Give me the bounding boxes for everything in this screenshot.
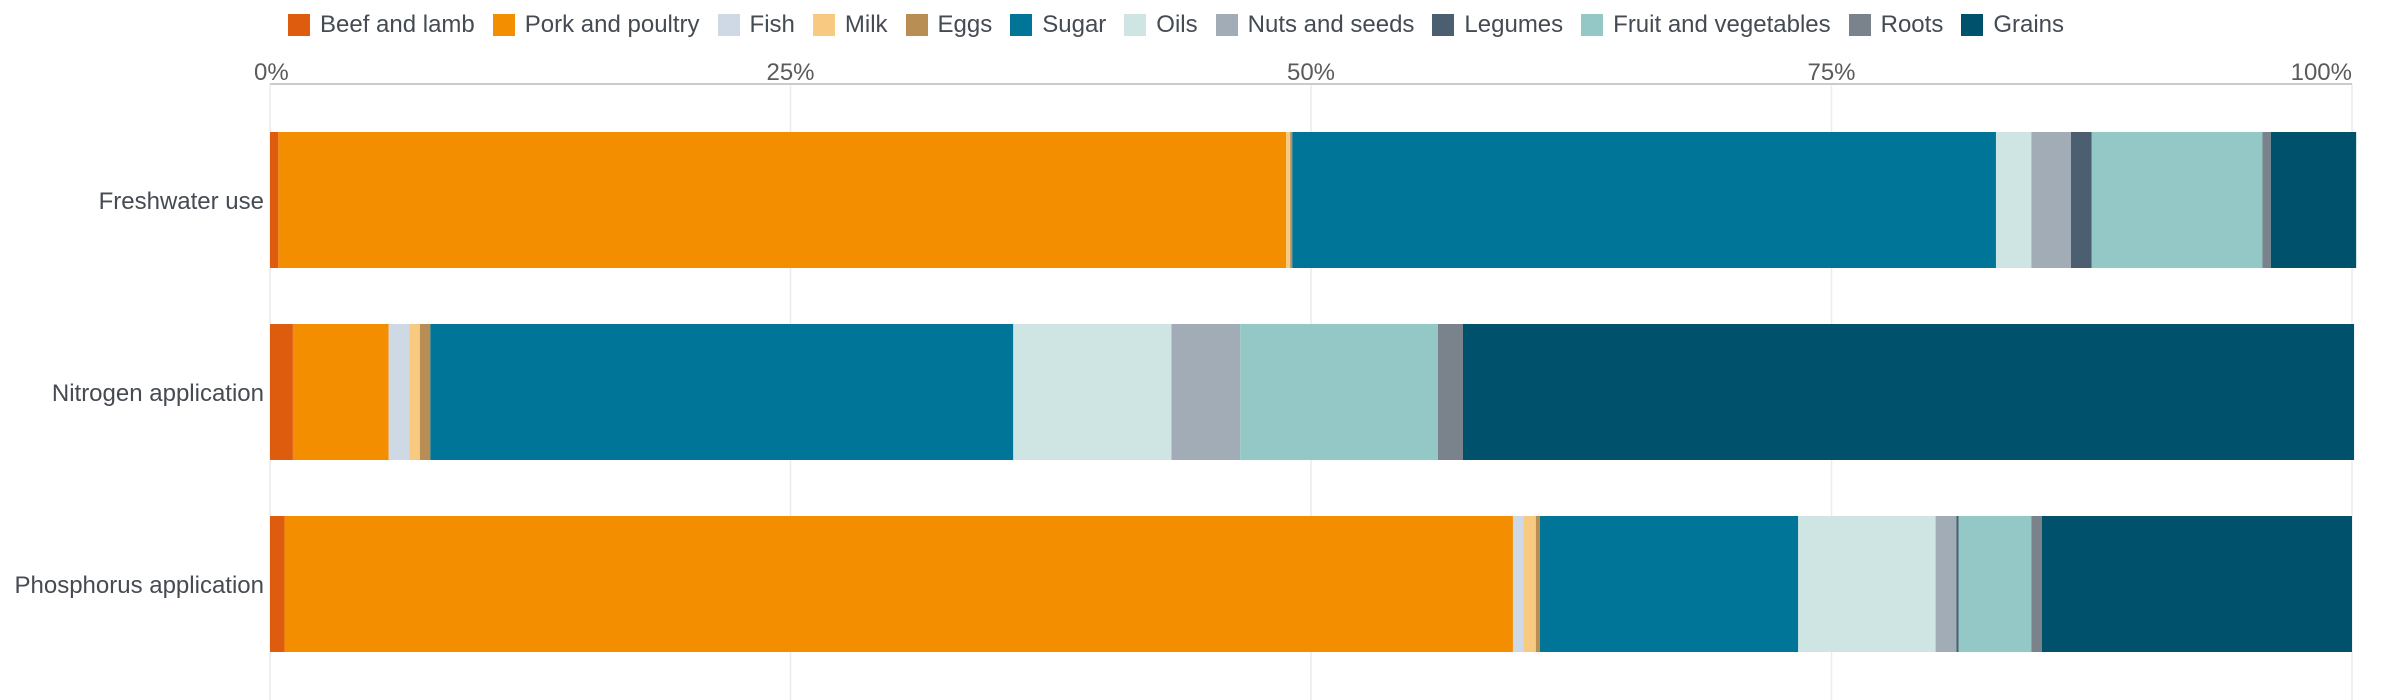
legend-label: Milk bbox=[844, 11, 888, 38]
bar-segment bbox=[1956, 516, 1959, 652]
x-tick-label: 100% bbox=[2291, 59, 2352, 86]
bar-segment bbox=[1535, 516, 1541, 652]
legend-swatch bbox=[492, 14, 515, 36]
bar-segment bbox=[2041, 516, 2352, 652]
legend-label: Fish bbox=[749, 11, 795, 38]
bar-segment bbox=[1292, 132, 1996, 268]
bar-segment bbox=[2070, 132, 2092, 268]
legend-item: Oils bbox=[1124, 11, 1198, 39]
bar-segment bbox=[2262, 132, 2271, 268]
bar-segment bbox=[2270, 132, 2357, 268]
legend-swatch bbox=[288, 14, 310, 36]
bar-segment bbox=[388, 324, 410, 460]
legend-label: Beef and lamb bbox=[320, 11, 475, 38]
legend-item: Grains bbox=[1961, 11, 2064, 39]
legend-item: Fish bbox=[717, 11, 795, 39]
legend-swatch bbox=[1215, 14, 1238, 36]
plot-area bbox=[270, 132, 2357, 652]
bar-segment bbox=[1935, 516, 1957, 652]
bar-segment bbox=[1290, 132, 1293, 268]
legend-label: Sugar bbox=[1042, 11, 1107, 38]
chart-legend: Beef and lamb Pork and poultry Fish Milk Egg… bbox=[288, 8, 2082, 42]
bar-segment bbox=[2031, 516, 2042, 652]
legend-label: Nuts and seeds bbox=[1247, 11, 1415, 38]
bar-segment bbox=[1286, 132, 1291, 268]
bar-segment bbox=[1512, 516, 1524, 652]
y-axis: Freshwater use Nitrogen application Phosph… bbox=[14, 188, 264, 599]
legend-item: Nuts and seeds bbox=[1215, 11, 1415, 39]
legend-swatch bbox=[1848, 14, 1871, 36]
bar-segment bbox=[1995, 132, 2032, 268]
bar-segment bbox=[1171, 324, 1241, 460]
bar-segment bbox=[1798, 516, 1936, 652]
legend-item: Legumes bbox=[1432, 11, 1563, 39]
x-tick-label: 0% bbox=[254, 59, 289, 86]
x-tick-label: 75% bbox=[1807, 59, 1855, 86]
legend-item: Roots bbox=[1848, 11, 1944, 39]
category-label: Phosphorus application bbox=[14, 572, 264, 599]
bar-segment bbox=[409, 324, 420, 460]
legend-swatch bbox=[1010, 14, 1033, 36]
legend-item: Eggs bbox=[905, 11, 993, 39]
legend-swatch bbox=[905, 14, 928, 36]
legend-swatch bbox=[717, 14, 740, 36]
bar-segment bbox=[1438, 324, 1463, 460]
legend-item: Fruit and vegetables bbox=[1581, 11, 1831, 39]
category-label: Freshwater use bbox=[99, 188, 264, 215]
legend-item: Sugar bbox=[1010, 11, 1106, 39]
legend-label: Pork and poultry bbox=[524, 11, 700, 38]
legend-swatch bbox=[1124, 14, 1147, 36]
legend-swatch bbox=[1432, 14, 1455, 36]
bar-segment bbox=[278, 132, 1287, 268]
legend-label: Eggs bbox=[937, 11, 993, 38]
legend-label: Grains bbox=[1993, 11, 2065, 38]
bar-segment bbox=[270, 132, 279, 268]
legend-swatch bbox=[1961, 14, 1984, 36]
bar-segment bbox=[1540, 516, 1799, 652]
bar-segment bbox=[292, 324, 389, 460]
legend-label: Fruit and vegetables bbox=[1613, 11, 1831, 38]
legend-swatch bbox=[812, 14, 835, 36]
bar-segment bbox=[1462, 324, 2355, 460]
bar-segment bbox=[270, 324, 293, 460]
bar-segment bbox=[284, 516, 1513, 652]
legend-label: Legumes bbox=[1464, 11, 1564, 38]
legend-label: Oils bbox=[1156, 11, 1198, 38]
bar-segment bbox=[2091, 132, 2263, 268]
bar-segment bbox=[1013, 324, 1172, 460]
legend-item: Beef and lamb bbox=[288, 11, 475, 39]
bar-segment bbox=[270, 516, 285, 652]
x-tick-label: 25% bbox=[766, 59, 814, 86]
legend-label: Roots bbox=[1880, 11, 1944, 38]
bar-segment bbox=[1523, 516, 1536, 652]
legend-swatch bbox=[1581, 14, 1604, 36]
bar-segment bbox=[2031, 132, 2071, 268]
x-axis: 0% 25% 50% 75% 100% bbox=[254, 59, 2352, 86]
legend-item: Pork and poultry bbox=[492, 11, 700, 39]
bar-segment bbox=[1240, 324, 1439, 460]
x-tick-label: 50% bbox=[1287, 59, 1335, 86]
bar-segment bbox=[1958, 516, 2032, 652]
bar-segment bbox=[419, 324, 431, 460]
category-label: Nitrogen application bbox=[52, 380, 264, 407]
legend-item: Milk bbox=[812, 11, 888, 39]
bar-segment bbox=[430, 324, 1014, 460]
